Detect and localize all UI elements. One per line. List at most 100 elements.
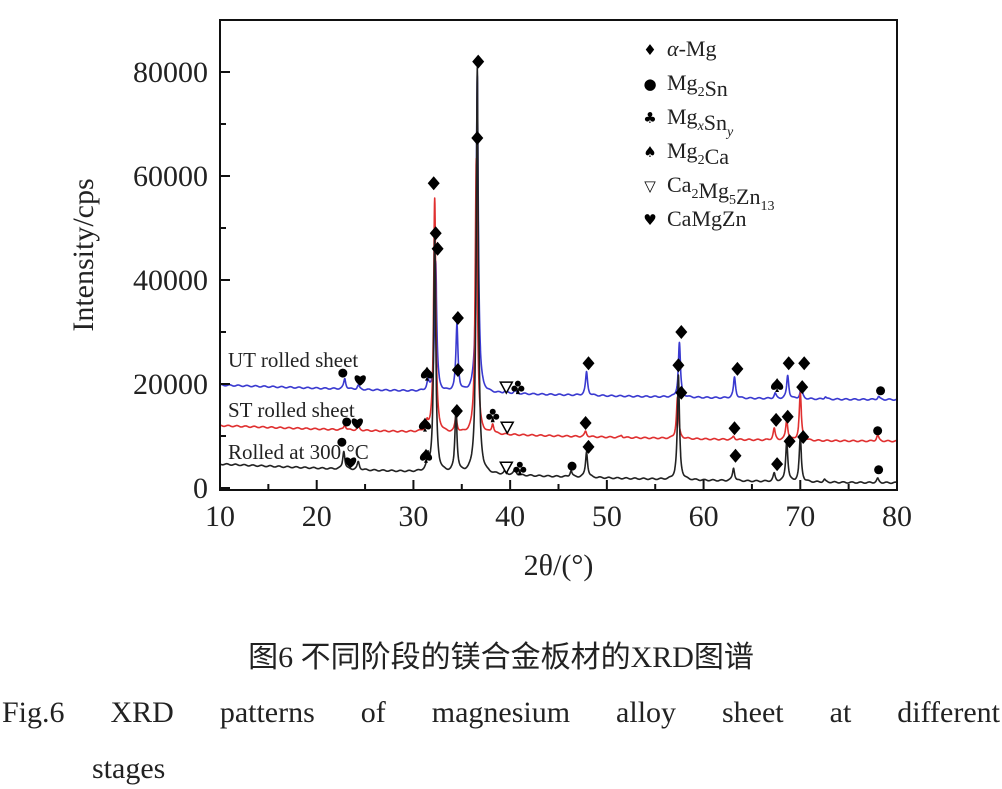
series-line-1 bbox=[219, 157, 898, 443]
legend-label-part: 5 bbox=[729, 193, 736, 208]
legend-symbol: ♥ bbox=[643, 211, 656, 229]
legend-label-part: 2 bbox=[698, 85, 705, 100]
club-stem bbox=[515, 387, 520, 395]
alpha-mg-marker-icon bbox=[451, 311, 464, 325]
legend-symbol: ● bbox=[643, 75, 656, 93]
mg2sn-marker-icon bbox=[876, 386, 886, 396]
legend-label-part: 2 bbox=[691, 187, 698, 202]
y-tick-label: 80000 bbox=[133, 56, 208, 89]
y-tick-label: 60000 bbox=[133, 160, 208, 193]
alpha-mg-marker-icon bbox=[797, 430, 810, 444]
mgxsny-marker-icon bbox=[513, 461, 527, 476]
camgzn-marker-icon bbox=[354, 375, 366, 386]
legend-label-part: Mg bbox=[667, 138, 698, 163]
alpha-mg-marker-icon bbox=[675, 385, 688, 400]
alpha-mg-marker-icon bbox=[429, 226, 442, 241]
legend-label-part: Ca bbox=[705, 144, 730, 169]
x-tick-label: 60 bbox=[689, 500, 719, 533]
legend-symbol: ▽ bbox=[644, 177, 656, 195]
mg2ca-marker-icon bbox=[770, 378, 784, 392]
club-lobe bbox=[493, 413, 500, 420]
legend-label-part: 2 bbox=[698, 153, 705, 168]
alpha-mg-marker-icon bbox=[781, 409, 794, 424]
mg2ca-marker-icon bbox=[420, 366, 434, 381]
y-axis-label: Intensity/cps bbox=[67, 178, 100, 331]
legend-label-part: Sn bbox=[705, 76, 728, 101]
legend-label-part: Sn bbox=[704, 110, 727, 135]
legend-label-part: x bbox=[697, 119, 705, 134]
x-tick-label: 20 bbox=[302, 500, 332, 533]
ca2mg5zn13-marker-icon bbox=[499, 461, 514, 475]
alpha-mg-marker-icon bbox=[450, 404, 463, 418]
legend-symbol: ♣ bbox=[643, 109, 656, 127]
legend-label-part: y bbox=[725, 125, 734, 140]
legend-label-part: -Mg bbox=[679, 36, 717, 61]
mg2sn-marker-icon bbox=[338, 368, 348, 378]
alpha-mg-marker-icon bbox=[471, 131, 484, 145]
alpha-mg-marker-icon bbox=[729, 448, 742, 463]
caption-english-line2: stages bbox=[92, 752, 166, 785]
legend-label: CaMgZn bbox=[667, 206, 746, 231]
alpha-mg-marker-icon bbox=[582, 356, 595, 371]
mgxsny-marker-icon bbox=[511, 380, 525, 395]
series-label: ST rolled sheet bbox=[228, 398, 355, 422]
series-line-0 bbox=[219, 75, 898, 401]
legend-label-part: 13 bbox=[760, 199, 774, 214]
legend-label-part: Mg bbox=[667, 70, 698, 95]
club-lobe bbox=[514, 380, 521, 387]
alpha-mg-marker-icon bbox=[731, 361, 744, 376]
camgzn-marker-icon bbox=[351, 418, 363, 429]
legend-label: Ca2Mg5Zn13 bbox=[667, 172, 774, 214]
club-lobe bbox=[486, 413, 493, 420]
alpha-mg-marker-icon bbox=[771, 457, 784, 472]
alpha-mg-marker-icon bbox=[427, 176, 440, 191]
club-lobe bbox=[489, 408, 496, 415]
alpha-mg-marker-icon bbox=[728, 421, 741, 436]
legend-label-part: Mg bbox=[698, 178, 729, 203]
mg2sn-marker-icon bbox=[567, 461, 577, 471]
mg2sn-marker-icon bbox=[873, 426, 883, 436]
legend-label-part: Ca bbox=[667, 172, 692, 197]
mg2sn-marker-icon bbox=[874, 465, 884, 475]
alpha-mg-marker-icon bbox=[582, 439, 595, 454]
x-tick-label: 40 bbox=[495, 500, 525, 533]
club-lobe bbox=[520, 466, 527, 473]
x-axis-label: 2θ/(°) bbox=[524, 549, 594, 582]
alpha-mg-marker-icon bbox=[579, 416, 592, 430]
club-lobe bbox=[513, 466, 520, 473]
alpha-mg-marker-icon bbox=[672, 358, 685, 373]
legend-label: MgxSny bbox=[667, 104, 734, 140]
caption-chinese: 图6 不同阶段的镁合金板材的XRD图谱 bbox=[248, 641, 754, 674]
mg2ca-marker-icon bbox=[418, 417, 432, 432]
x-tick-label: 50 bbox=[592, 500, 622, 533]
legend-label: Mg2Ca bbox=[667, 138, 729, 169]
legend-label-part: Zn bbox=[736, 184, 760, 209]
legend-label-part: CaMgZn bbox=[667, 206, 746, 231]
legend-label: α-Mg bbox=[667, 36, 716, 61]
legend-label: Mg2Sn bbox=[667, 70, 728, 101]
x-tick-label: 80 bbox=[882, 500, 912, 533]
club-stem bbox=[490, 415, 495, 423]
legend-symbol: ♦ bbox=[643, 41, 656, 59]
legend-symbol: ♠ bbox=[643, 143, 656, 161]
series-line-2 bbox=[219, 66, 898, 485]
alpha-mg-marker-icon bbox=[770, 412, 783, 427]
alpha-mg-marker-icon bbox=[798, 356, 811, 371]
ca2mg5zn13-marker-icon bbox=[499, 421, 515, 435]
alpha-mg-marker-icon bbox=[675, 325, 688, 339]
club-lobe bbox=[516, 461, 523, 468]
alpha-mg-marker-icon bbox=[796, 380, 809, 395]
alpha-mg-marker-icon bbox=[472, 54, 485, 69]
legend-label-part: Mg bbox=[667, 104, 698, 129]
series-label: UT rolled sheet bbox=[228, 348, 358, 372]
mgxsny-marker-icon bbox=[486, 408, 500, 423]
y-tick-label: 20000 bbox=[133, 368, 208, 401]
x-tick-label: 10 bbox=[205, 500, 235, 533]
y-tick-label: 40000 bbox=[133, 264, 208, 297]
alpha-mg-marker-icon bbox=[431, 241, 444, 256]
xrd-chart: 10 20 30 40 50 60 70 80 0 20000 40000 60000 80000 2θ/… bbox=[67, 19, 912, 582]
mg2sn-marker-icon bbox=[342, 417, 352, 427]
mg2ca-marker-icon bbox=[419, 448, 433, 463]
club-lobe bbox=[511, 385, 518, 392]
alpha-mg-marker-icon bbox=[783, 434, 796, 449]
